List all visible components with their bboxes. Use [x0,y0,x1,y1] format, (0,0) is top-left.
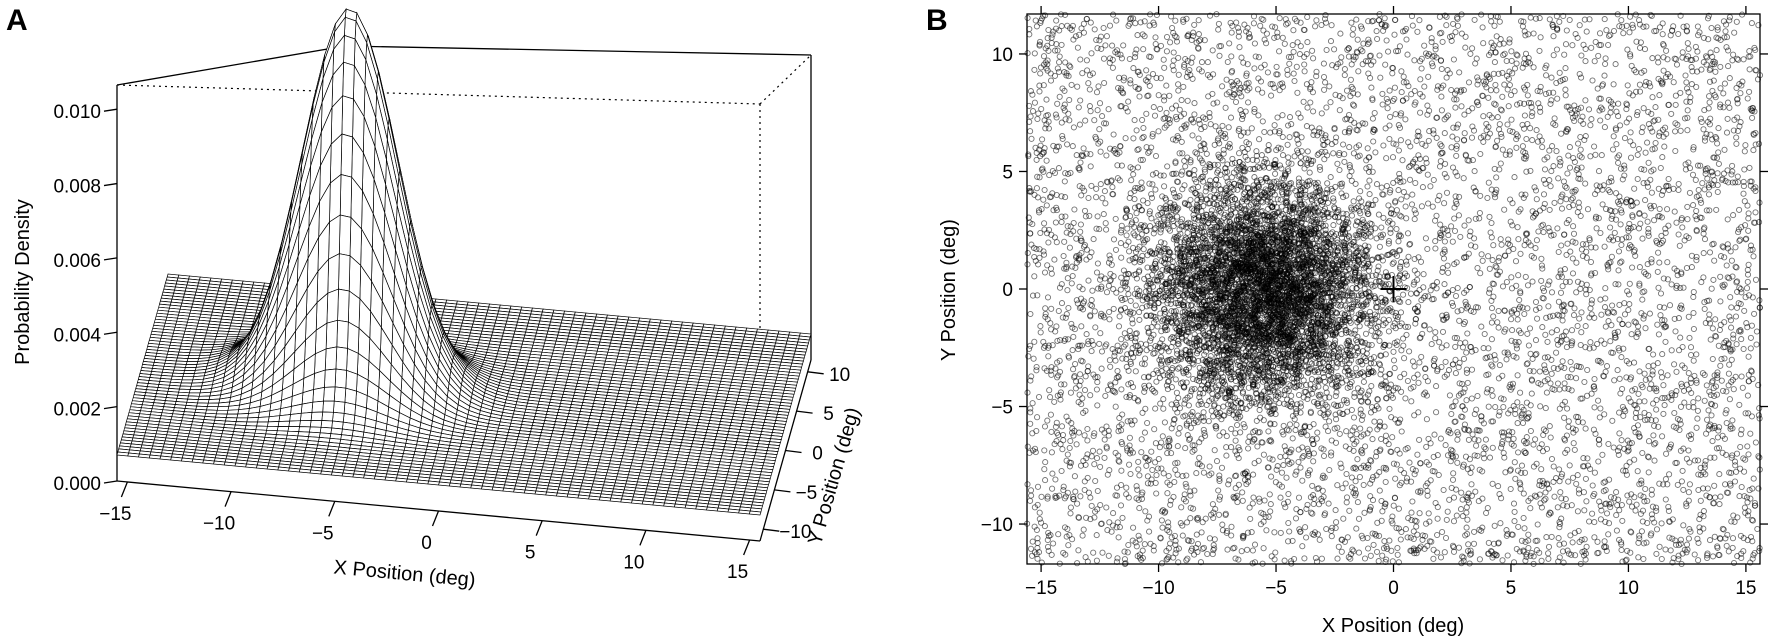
surface-cell [182,373,195,377]
surface-cell [326,289,339,324]
surface-cell [187,355,200,359]
surface-cell [189,389,201,393]
surface-cell [183,370,196,374]
box-edge-dotted-top-right [759,54,812,105]
panel-a-label: A [6,4,28,37]
surface-cell [187,358,199,362]
surface-cell [327,253,340,294]
surface-cell [326,320,338,349]
surface-cell [338,253,350,291]
panel-a: A −15 −10 −5 0 5 10 15−10−505100.0000.0020.004… [6,4,864,592]
box-edge-top-left [116,45,346,86]
surface-cell [339,215,351,256]
surface-cell [343,35,356,66]
surface-cell [182,376,194,380]
surface-cell [342,62,355,99]
panel-a-surface [116,7,812,516]
surface-cell [186,361,198,365]
surface-cell [336,320,349,349]
box-edge-dotted-top-front [116,84,761,105]
surface-cell [185,364,197,368]
box-edge-top-back [344,45,812,56]
surface-cell [341,134,353,178]
surface-cell [341,95,354,137]
surface-cell [340,174,352,218]
surface-cell [184,367,197,371]
surface-cell [337,289,350,322]
